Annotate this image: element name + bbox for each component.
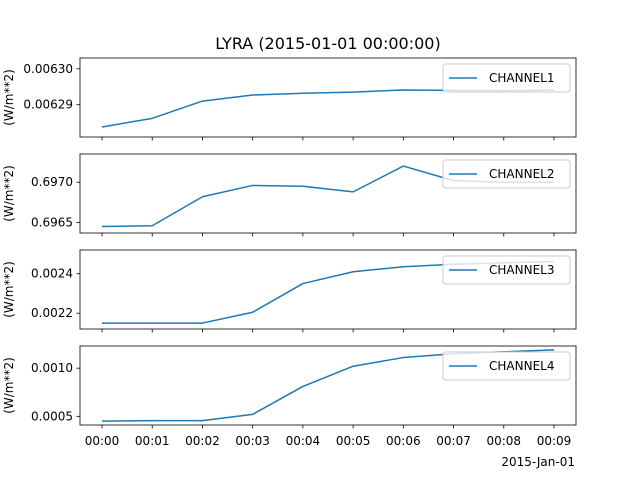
- x-tick-label: 00:09: [537, 434, 572, 448]
- x-tick-label: 00:03: [235, 434, 270, 448]
- y-tick-label: 0.0024: [31, 267, 73, 281]
- x-axis: 00:00 00:01 00:02 00:03 00:04 00:05 00:06 00:07…: [85, 434, 572, 448]
- legend-box: [442, 351, 571, 381]
- axes-frame: [79, 153, 577, 234]
- x-tick-label: 00:01: [135, 434, 170, 448]
- legend-label: CHANNEL1: [489, 71, 554, 85]
- y-axis-label: (W/m**2): [2, 165, 16, 222]
- axes-frame: [79, 249, 577, 330]
- y-tick-label: 0.00629: [23, 98, 73, 112]
- y-tick-label: 0.0005: [31, 409, 73, 423]
- chart-title: LYRA (2015-01-01 00:00:00): [215, 34, 440, 53]
- panel-2: 0.6965 0.6970 (W/m**2) CHANNEL2: [2, 153, 577, 237]
- legend-box: [442, 159, 571, 189]
- y-tick-label: 0.0022: [31, 306, 73, 320]
- legend: CHANNEL4: [442, 351, 571, 381]
- legend-box: [442, 63, 571, 93]
- y-tick-label: 0.0010: [31, 361, 73, 375]
- legend-label: CHANNEL2: [489, 167, 554, 181]
- x-tick-label: 00:05: [336, 434, 371, 448]
- axes-frame: [79, 57, 577, 138]
- y-axis-label: (W/m**2): [2, 261, 16, 318]
- x-tick-label: 00:04: [286, 434, 321, 448]
- x-tick-label: 00:00: [85, 434, 120, 448]
- y-tick-label: 0.6965: [31, 216, 73, 230]
- x-tick-label: 00:02: [185, 434, 220, 448]
- panel-4: 0.0005 0.0010 (W/m**2) CHANNEL4: [2, 345, 577, 429]
- y-axis-label: (W/m**2): [2, 357, 16, 414]
- legend-box: [442, 255, 571, 285]
- legend: CHANNEL2: [442, 159, 571, 189]
- series-line-channel1: [101, 89, 555, 128]
- panel-3: 0.0022 0.0024 (W/m**2) CHANNEL3: [2, 249, 577, 333]
- x-offset-label: 2015-Jan-01: [501, 455, 575, 469]
- legend-label: CHANNEL4: [489, 359, 554, 373]
- y-tick-label: 0.00630: [23, 62, 73, 76]
- panel-1: 0.00629 0.00630 (W/m**2) CHANNEL1: [2, 57, 577, 141]
- legend: CHANNEL1: [442, 63, 571, 93]
- x-tick-label: 00:07: [436, 434, 471, 448]
- axes-frame: [79, 345, 577, 426]
- x-tick-label: 00:06: [386, 434, 421, 448]
- x-tick-label: 00:08: [486, 434, 521, 448]
- y-tick-label: 0.6970: [31, 175, 73, 189]
- legend: CHANNEL3: [442, 255, 571, 285]
- y-axis-label: (W/m**2): [2, 69, 16, 126]
- legend-label: CHANNEL3: [489, 263, 554, 277]
